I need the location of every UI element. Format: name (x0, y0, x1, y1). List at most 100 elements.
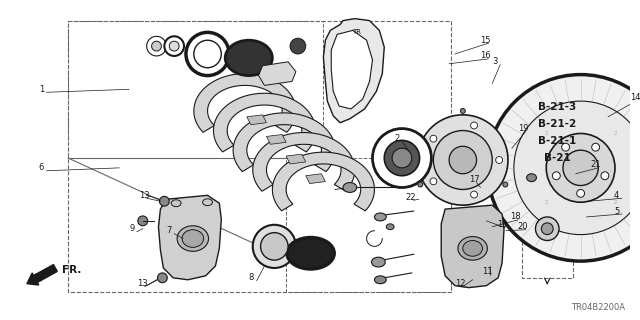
Bar (68, 20, 323, 158)
Text: 17: 17 (468, 175, 479, 184)
Polygon shape (441, 205, 504, 288)
Ellipse shape (487, 75, 640, 261)
Text: 2: 2 (614, 200, 617, 205)
Ellipse shape (169, 41, 179, 51)
Text: TR04B2200A: TR04B2200A (571, 303, 625, 312)
Polygon shape (253, 132, 355, 191)
Ellipse shape (470, 191, 477, 198)
Ellipse shape (384, 140, 420, 176)
Ellipse shape (194, 40, 221, 68)
Ellipse shape (563, 150, 598, 186)
Text: 8: 8 (249, 273, 254, 282)
Ellipse shape (157, 273, 167, 283)
Text: 7: 7 (166, 226, 172, 235)
Ellipse shape (392, 148, 412, 168)
Text: 10: 10 (497, 220, 508, 229)
Bar (522, 189, 573, 278)
Ellipse shape (372, 129, 431, 188)
Ellipse shape (177, 226, 209, 251)
Polygon shape (159, 195, 221, 280)
Ellipse shape (470, 122, 477, 129)
Text: 11: 11 (483, 268, 493, 276)
Text: 2: 2 (394, 134, 399, 143)
Ellipse shape (287, 237, 334, 269)
Text: 21: 21 (591, 160, 601, 169)
Ellipse shape (152, 41, 161, 51)
Ellipse shape (433, 131, 492, 189)
Polygon shape (323, 19, 384, 123)
Ellipse shape (186, 32, 229, 76)
Polygon shape (259, 62, 296, 85)
Ellipse shape (430, 178, 437, 185)
Text: B-21-3: B-21-3 (538, 101, 577, 112)
Ellipse shape (418, 182, 423, 187)
Ellipse shape (463, 241, 483, 256)
Ellipse shape (164, 36, 184, 56)
Ellipse shape (449, 146, 477, 174)
Ellipse shape (203, 199, 212, 206)
Ellipse shape (260, 233, 288, 260)
Ellipse shape (460, 108, 465, 113)
Text: 6: 6 (38, 163, 44, 172)
Ellipse shape (547, 133, 615, 202)
Ellipse shape (159, 196, 169, 206)
Text: 12: 12 (455, 279, 465, 288)
Polygon shape (286, 154, 306, 164)
Ellipse shape (182, 230, 204, 247)
Polygon shape (214, 93, 316, 152)
Ellipse shape (527, 174, 536, 181)
Ellipse shape (592, 143, 600, 151)
Text: B-21-2: B-21-2 (538, 119, 577, 129)
Ellipse shape (503, 182, 508, 187)
Polygon shape (266, 134, 286, 144)
Ellipse shape (374, 213, 386, 221)
Ellipse shape (552, 172, 560, 180)
Ellipse shape (562, 143, 570, 151)
Polygon shape (332, 30, 372, 109)
Text: B-21: B-21 (544, 153, 571, 164)
Ellipse shape (430, 135, 437, 142)
Bar (286, 158, 451, 292)
Ellipse shape (290, 38, 306, 54)
Polygon shape (247, 115, 266, 125)
Text: 4: 4 (614, 191, 620, 200)
Text: 13: 13 (139, 191, 150, 200)
Text: B-21-1: B-21-1 (538, 136, 577, 146)
Text: 2: 2 (544, 200, 548, 205)
Ellipse shape (601, 172, 609, 180)
Text: 16: 16 (481, 52, 491, 60)
Text: 9: 9 (129, 224, 134, 233)
Text: 14: 14 (630, 93, 640, 102)
Text: 15: 15 (481, 36, 491, 45)
Text: 1: 1 (38, 85, 44, 94)
Ellipse shape (536, 217, 559, 241)
Polygon shape (273, 152, 374, 211)
Text: 20: 20 (518, 222, 528, 231)
Ellipse shape (138, 216, 148, 226)
Ellipse shape (577, 189, 584, 197)
Text: 13: 13 (137, 279, 147, 288)
Ellipse shape (418, 115, 508, 205)
Text: 2: 2 (544, 131, 548, 136)
Text: 19: 19 (518, 124, 528, 133)
Ellipse shape (374, 276, 386, 284)
Polygon shape (233, 113, 335, 172)
Ellipse shape (386, 224, 394, 230)
Ellipse shape (253, 225, 296, 268)
Ellipse shape (343, 183, 356, 192)
Text: 18: 18 (510, 212, 520, 221)
FancyArrow shape (27, 265, 58, 285)
Polygon shape (306, 174, 325, 184)
Text: 22: 22 (406, 193, 417, 202)
Bar (68, 20, 451, 292)
Text: FR.: FR. (62, 265, 82, 275)
Ellipse shape (147, 36, 166, 56)
Ellipse shape (371, 257, 385, 267)
Text: TR: TR (352, 29, 362, 36)
Ellipse shape (172, 200, 181, 207)
Text: 5: 5 (614, 206, 620, 216)
Polygon shape (194, 74, 296, 132)
Ellipse shape (225, 40, 273, 76)
Text: 3: 3 (492, 57, 498, 66)
Ellipse shape (496, 156, 502, 164)
